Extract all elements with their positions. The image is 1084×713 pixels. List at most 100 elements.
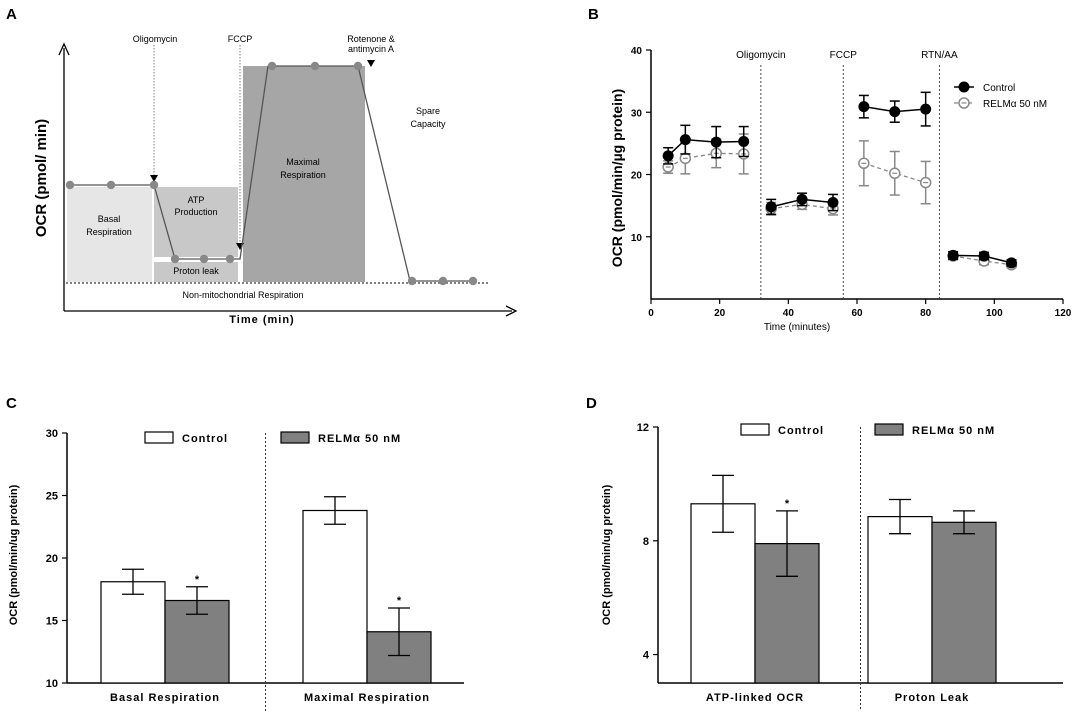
data-point (679, 134, 691, 146)
panel-label-b: B (588, 6, 599, 23)
x-tick-label: 0 (648, 308, 654, 319)
data-point (889, 106, 901, 118)
schematic-point (267, 61, 277, 71)
fccp-label: FCCP (228, 34, 253, 44)
data-point (1006, 257, 1017, 269)
schematic-point (438, 276, 448, 286)
schematic-trace (70, 65, 475, 282)
schematic-y-arrow (58, 42, 70, 56)
nonmito-text: Non-mitochondrial Respiration (182, 290, 303, 300)
spare-region (365, 66, 405, 185)
bar (931, 521, 997, 684)
data-point (738, 136, 750, 148)
schematic-y-label: OCR (pmol/ min) (33, 119, 50, 237)
y-tick-label: 30 (46, 428, 58, 440)
oligomycin-arrow-icon (150, 175, 158, 182)
bar (302, 509, 368, 684)
category-label: Proton Leak (895, 692, 970, 704)
y-tick-label: 12 (637, 422, 649, 434)
proton-leak-region (154, 262, 238, 282)
significance-star: * (397, 595, 402, 607)
x-tick-label: 80 (920, 308, 932, 319)
rotenone-label-1: Rotenone & (347, 34, 395, 44)
data-point (710, 136, 722, 148)
schematic-point (225, 254, 235, 264)
spare-text-2: Capacity (410, 119, 446, 129)
chart-d: 4 8 12 OCR (pmol/min/ug protein) * ATP-linked… (601, 422, 1063, 711)
y-tick-label: 20 (631, 171, 643, 182)
injection-label: Oligomycin (736, 50, 785, 61)
legend-label-control: Control (983, 83, 1015, 94)
x-axis-label: Time (minutes) (764, 322, 830, 333)
significance-star: * (195, 574, 200, 586)
bar (690, 503, 756, 684)
schematic-point (106, 180, 116, 190)
schematic-x-label: Time (min) (229, 314, 294, 326)
series-line (667, 138, 744, 157)
y-tick-label: 30 (631, 108, 643, 119)
schematic-point (310, 61, 320, 71)
proton-leak-text: Proton leak (173, 266, 219, 276)
data-point (765, 201, 777, 213)
atp-text-2: Production (174, 207, 217, 217)
data-point (858, 101, 870, 113)
basal-region (67, 187, 152, 282)
data-point (796, 193, 808, 205)
y-axis-label: OCR (pmol/min/ug protein) (8, 484, 20, 625)
schematic-points (65, 61, 478, 286)
basal-text-1: Basal (98, 214, 121, 224)
data-point (978, 250, 990, 262)
y-tick-label: 40 (631, 46, 643, 57)
significance-star: * (785, 498, 790, 510)
category-label: Basal Respiration (110, 692, 220, 704)
bar (100, 581, 166, 684)
series-line (863, 162, 926, 184)
schematic-point (468, 276, 478, 286)
y-tick-label: 20 (46, 553, 58, 565)
panel-c: C 10 15 20 25 30 OCR (pmol/min/ug protein) * Ba… (6, 395, 464, 711)
legend-label-relm: RELMα 50 nM (318, 433, 401, 445)
y-tick-label: 15 (46, 616, 58, 628)
panel-d: D 4 8 12 OCR (pmol/min/ug protein) * ATP-link… (586, 395, 1063, 711)
x-tick-label: 120 (1055, 308, 1072, 319)
panel-a: A OCR (pmol/ min) Time (min) Basal Respi… (6, 6, 518, 326)
y-axis-label: OCR (pmol/min/µg protein) (609, 89, 625, 267)
schematic-x-arrow (505, 305, 518, 317)
schematic-point (170, 254, 180, 264)
panel-label-c: C (6, 395, 17, 412)
x-tick-label: 40 (783, 308, 795, 319)
data-point (920, 103, 932, 115)
y-tick-label: 10 (46, 678, 58, 690)
chart-b: 0 20 40 60 80 100 120 10 20 30 40 Time (minutes) OCR… (609, 46, 1072, 333)
panel-b: B 0 20 40 60 80 100 120 10 20 30 40 Time (minutes) O… (588, 6, 1072, 333)
legend-label-control: Control (182, 433, 228, 445)
schematic-point (353, 61, 363, 71)
panel-label-a: A (6, 6, 17, 23)
atp-region (154, 187, 238, 257)
schematic-point (65, 180, 75, 190)
x-tick-label: 100 (986, 308, 1003, 319)
rotenone-arrow-icon (367, 60, 375, 67)
legend-label-control: Control (778, 425, 824, 437)
schematic-point (149, 180, 159, 190)
schematic-point (407, 276, 417, 286)
category-label: ATP-linked OCR (706, 692, 804, 704)
panel-label-d: D (586, 395, 597, 412)
rotenone-label-2: antimycin A (348, 44, 394, 54)
x-tick-label: 60 (851, 308, 863, 319)
x-tick-label: 20 (714, 308, 726, 319)
chart-c: 10 15 20 25 30 OCR (pmol/min/ug protein) * Basa… (8, 428, 464, 711)
legend-swatch-relm (280, 431, 310, 444)
legend-swatch-control (144, 431, 174, 444)
schematic-point (199, 254, 209, 264)
basal-text-2: Respiration (86, 227, 132, 237)
legend-swatch-control (740, 423, 770, 436)
data-point (827, 197, 839, 209)
oligomycin-label: Oligomycin (133, 34, 178, 44)
y-axis-label: OCR (pmol/min/ug protein) (601, 484, 613, 625)
y-tick-label: 25 (46, 491, 58, 503)
y-tick-label: 4 (643, 650, 650, 662)
maximal-text-2: Respiration (280, 170, 326, 180)
atp-text-1: ATP (188, 195, 205, 205)
